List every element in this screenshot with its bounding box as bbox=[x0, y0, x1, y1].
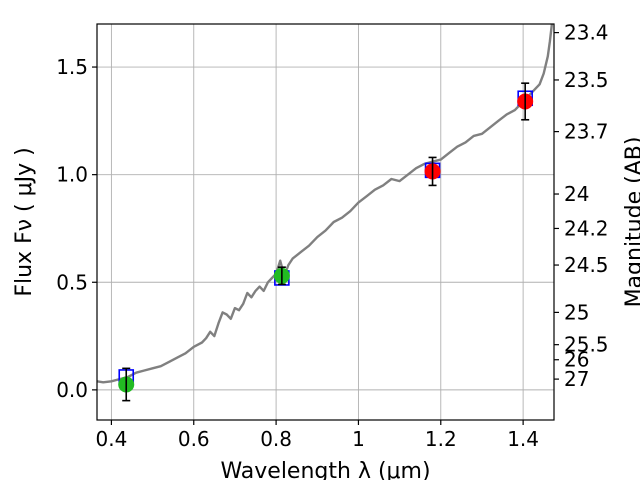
x-tick-label: 1.2 bbox=[425, 427, 457, 451]
y2-axis-label: Magnitude (AB) bbox=[622, 137, 640, 308]
y2-tick-label: 25.5 bbox=[564, 333, 609, 357]
y2-tick-label: 24.2 bbox=[564, 216, 609, 240]
y2-tick-label: 23.7 bbox=[564, 120, 609, 144]
y2-tick-label: 23.5 bbox=[564, 68, 609, 92]
x-tick-label: 1.4 bbox=[507, 427, 539, 451]
spectrum-line bbox=[96, 23, 554, 384]
x-tick-label: 1 bbox=[352, 427, 365, 451]
y2-tick-label: 26 bbox=[564, 348, 589, 372]
y-tick-label: 1.0 bbox=[56, 163, 88, 187]
y-tick-label: 1.5 bbox=[56, 55, 88, 79]
x-tick-label: 0.8 bbox=[260, 427, 292, 451]
y2-tick-label: 25 bbox=[564, 300, 589, 324]
plot-series bbox=[96, 23, 554, 402]
y2-tick-label: 23.4 bbox=[564, 21, 609, 45]
y2-tick-label: 27 bbox=[564, 367, 589, 391]
x-tick-label: 0.6 bbox=[178, 427, 210, 451]
y-tick-label: 0.5 bbox=[56, 270, 88, 294]
y2-tick-label: 24 bbox=[564, 182, 589, 206]
axis-ticks: 0.4 0.6 0.8 1 1.2 1.4 0.0 0.5 1.0 1.5 23.4 23.5 23.7… bbox=[56, 21, 608, 451]
y-tick-label: 0.0 bbox=[56, 378, 88, 402]
x-tick-label: 0.4 bbox=[96, 427, 128, 451]
grid-lines bbox=[97, 24, 554, 420]
y-axis-label: Flux Fν ( μJy ) bbox=[12, 147, 37, 296]
y2-tick-label: 24.5 bbox=[564, 253, 609, 277]
plot-frame bbox=[96, 23, 555, 421]
x-axis-label: Wavelength λ (μm) bbox=[220, 459, 430, 480]
